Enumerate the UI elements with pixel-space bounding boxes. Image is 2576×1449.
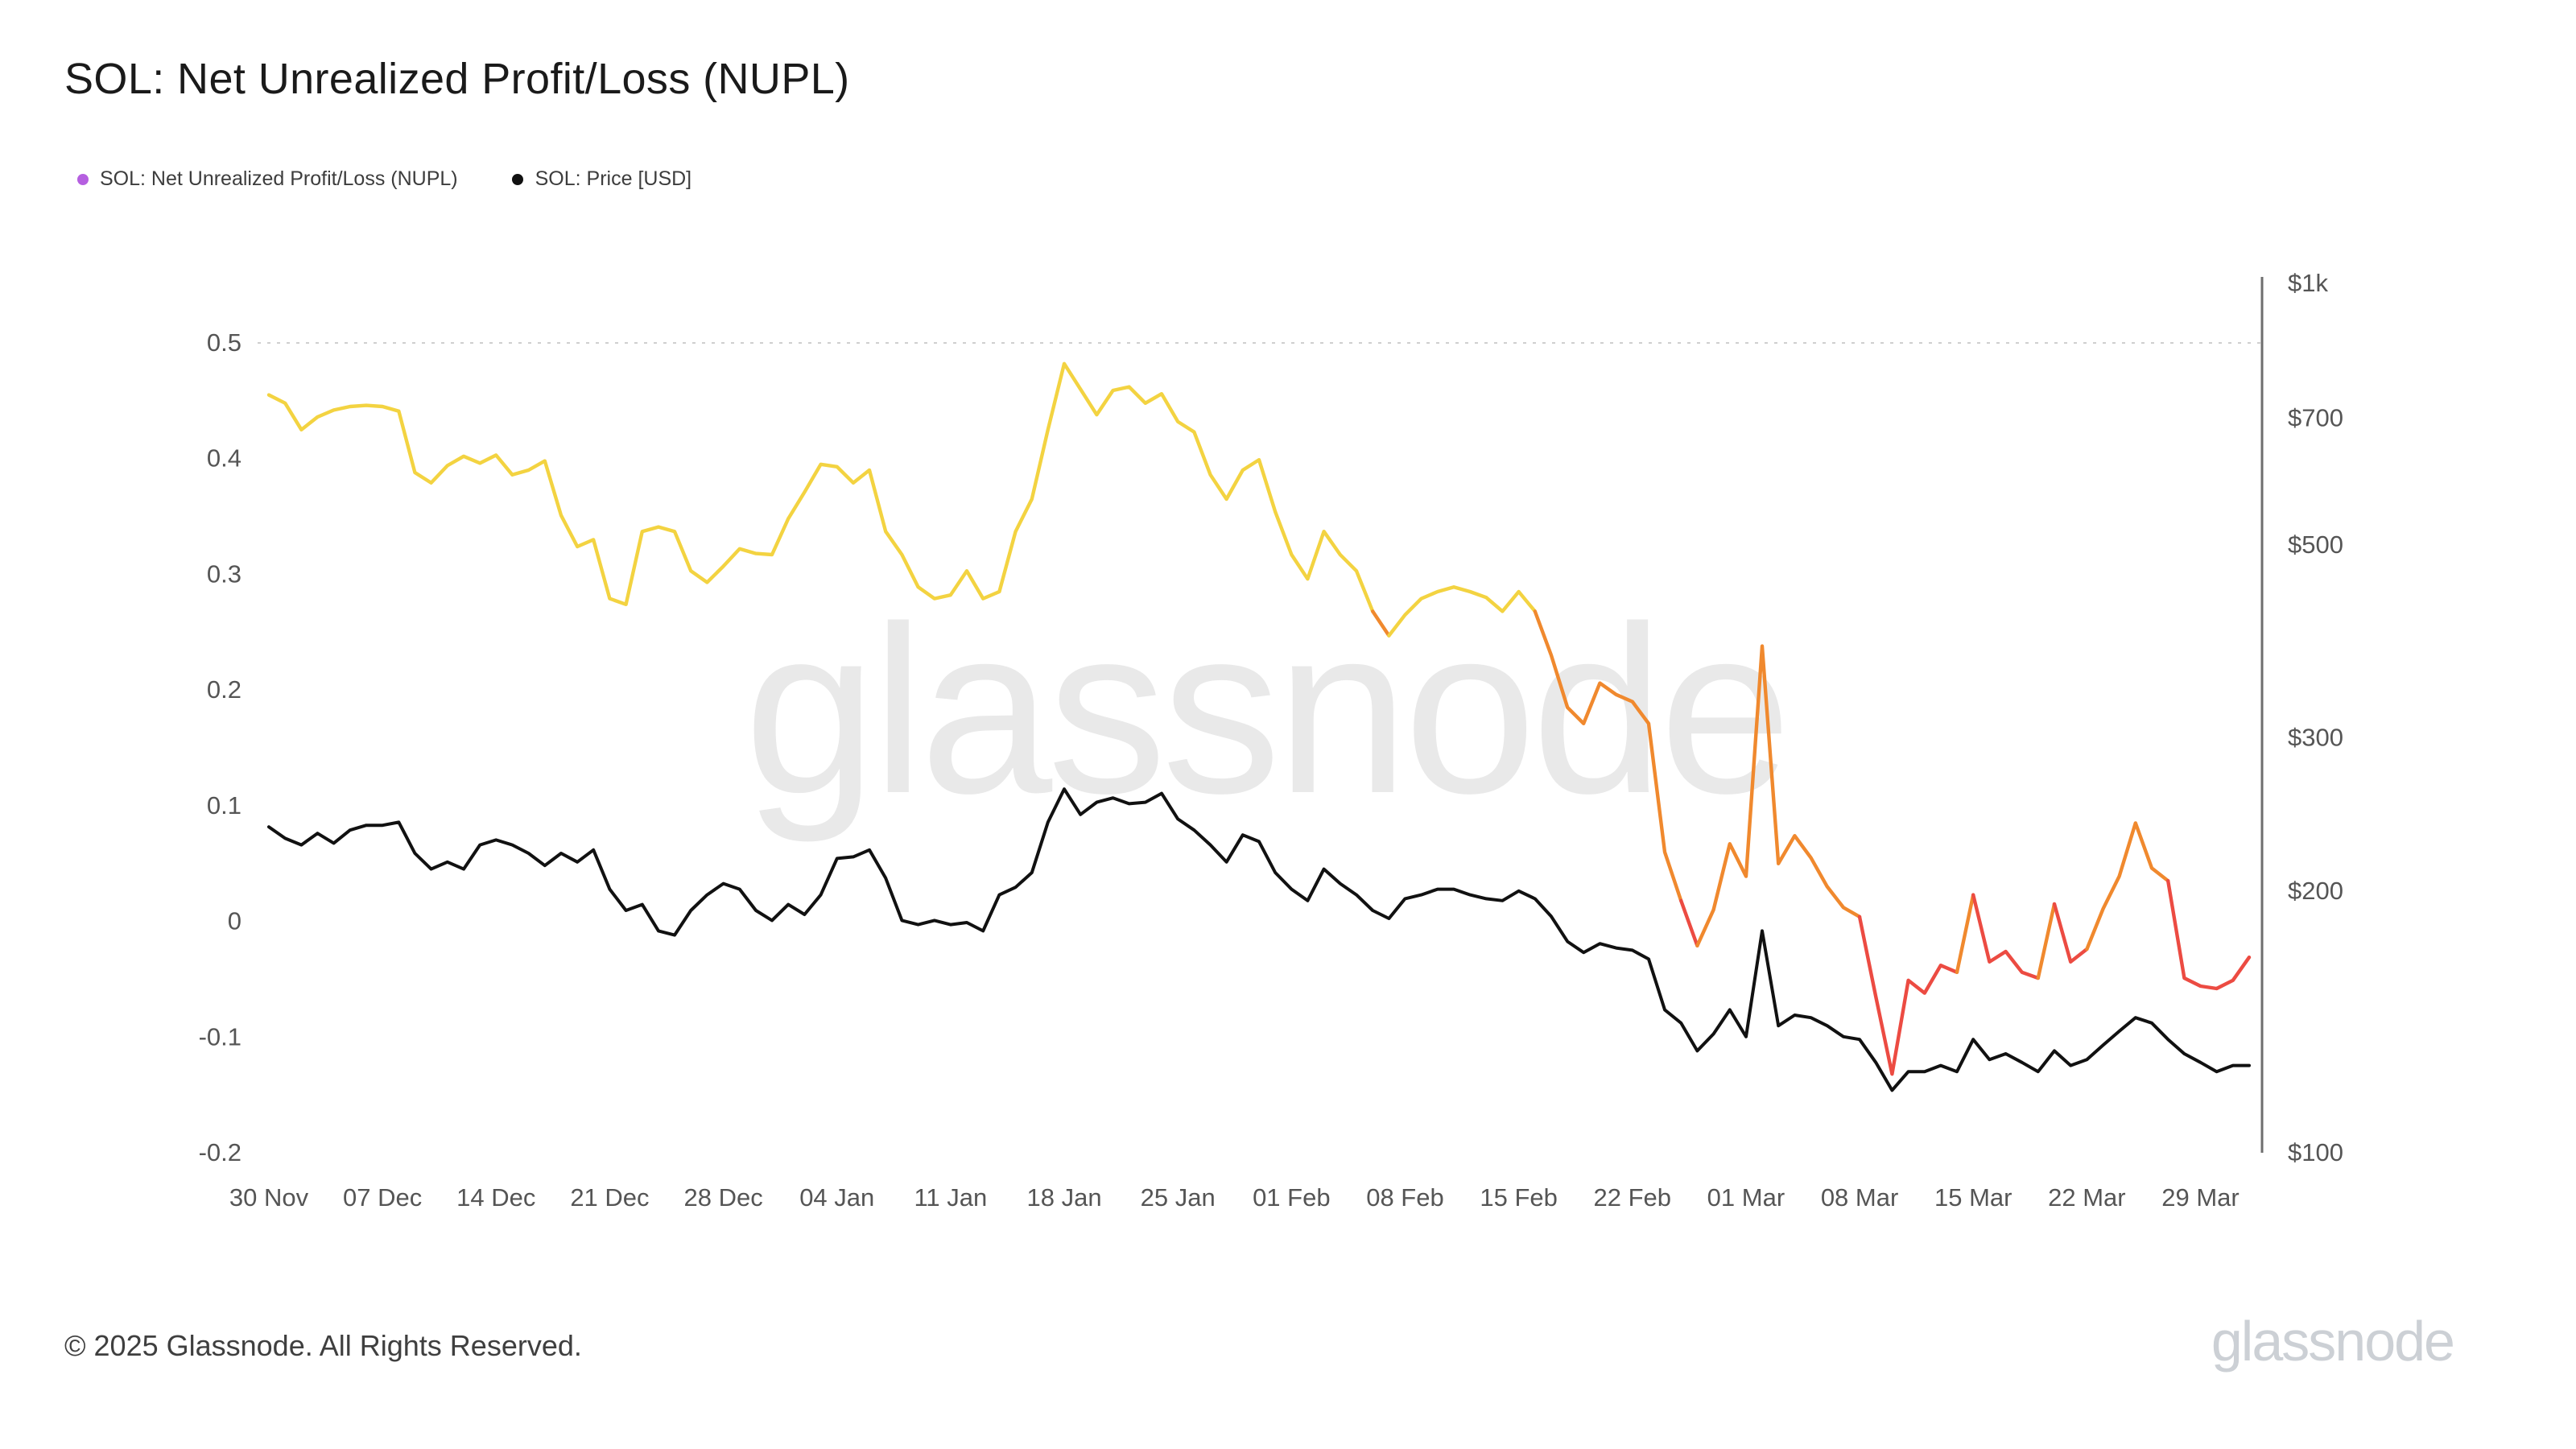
legend-label: SOL: Net Unrealized Profit/Loss (NUPL) (100, 167, 458, 190)
left-axis-label: -0.2 (199, 1138, 242, 1166)
nupl-line-segment (1857, 914, 1959, 1076)
x-axis-label: 22 Feb (1594, 1183, 1672, 1212)
x-axis-label: 30 Nov (229, 1183, 309, 1212)
x-axis-label: 01 Mar (1707, 1183, 1785, 1212)
nupl-line-segment (2036, 902, 2057, 980)
right-axis-label: $1k (2288, 269, 2328, 297)
nupl-line-segment (1955, 893, 1975, 975)
nupl-line-segment (1695, 644, 1862, 948)
legend-item-nupl[interactable]: SOL: Net Unrealized Profit/Loss (NUPL) (77, 167, 458, 190)
x-axis-label: 14 Dec (456, 1183, 535, 1212)
nupl-line-segment (2085, 821, 2170, 952)
left-axis-label: 0.2 (207, 675, 242, 704)
page-title: SOL: Net Unrealized Profit/Loss (NUPL) (64, 55, 850, 103)
x-axis-label: 25 Jan (1141, 1183, 1216, 1212)
nupl-line-segment (1387, 585, 1538, 638)
x-axis-label: 18 Jan (1026, 1183, 1101, 1212)
legend-item-price[interactable]: SOL: Price [USD] (512, 167, 692, 190)
legend: SOL: Net Unrealized Profit/Loss (NUPL) SO… (77, 167, 691, 190)
right-axis-label: $700 (2288, 403, 2343, 431)
left-axis-label: -0.1 (199, 1022, 242, 1051)
nupl-line-segment (1533, 609, 1683, 903)
left-axis-label: 0.4 (207, 444, 242, 473)
nupl-line-segment (1370, 609, 1391, 638)
nupl-line-segment (1971, 893, 2041, 980)
legend-dot (512, 173, 524, 184)
legend-label: SOL: Price [USD] (535, 167, 692, 190)
left-axis-label: 0.3 (207, 559, 242, 588)
right-axis-label: $200 (2288, 877, 2343, 905)
nupl-line-segment (1678, 898, 1699, 948)
glassnode-wordmark: glassnode (2211, 1311, 2455, 1373)
left-axis-label: 0.1 (207, 791, 242, 819)
x-axis-label: 08 Mar (1821, 1183, 1898, 1212)
x-axis-label: 11 Jan (914, 1183, 987, 1212)
left-axis-label: 0.5 (207, 328, 242, 357)
nupl-line-segment (2165, 878, 2252, 991)
legend-dot (77, 173, 89, 184)
x-axis-label: 22 Mar (2048, 1183, 2125, 1212)
price-line (267, 787, 2251, 1092)
nupl-line-segment (266, 361, 1375, 613)
x-axis-label: 07 Dec (343, 1183, 422, 1212)
right-axis-label: $100 (2288, 1138, 2343, 1166)
x-axis-label: 15 Mar (1934, 1183, 2012, 1212)
right-axis-label: $300 (2288, 724, 2343, 752)
right-axis-label: $500 (2288, 530, 2343, 559)
x-axis-label: 29 Mar (2161, 1183, 2239, 1212)
x-axis-label: 01 Feb (1253, 1183, 1331, 1212)
x-axis-label: 15 Feb (1480, 1183, 1558, 1212)
left-axis-label: 0 (228, 907, 242, 935)
copyright-text: © 2025 Glassnode. All Rights Reserved. (64, 1330, 582, 1362)
nupl-line-segment (2052, 902, 2089, 964)
x-axis-label: 04 Jan (799, 1183, 874, 1212)
x-axis-label: 28 Dec (683, 1183, 762, 1212)
x-axis-label: 21 Dec (570, 1183, 649, 1212)
x-axis-label: 08 Feb (1366, 1183, 1444, 1212)
